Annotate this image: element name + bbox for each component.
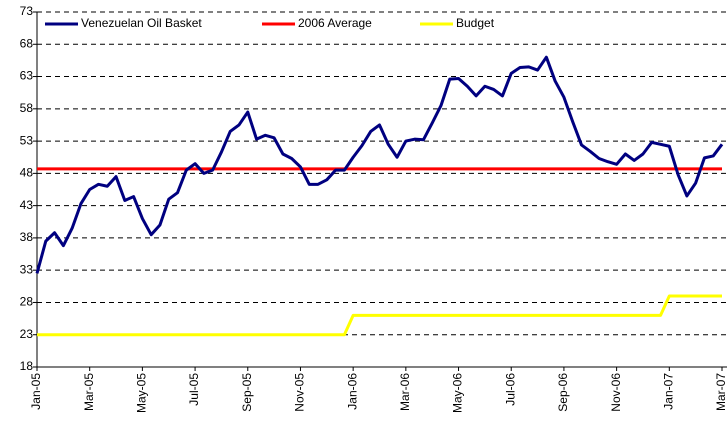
y-tick-label: 63 (20, 69, 34, 83)
y-tick-label: 73 (20, 4, 34, 18)
x-tick-label: Jan-06 (345, 373, 359, 410)
x-tick-label: Mar-05 (82, 373, 96, 411)
x-tick-label: Jul-05 (187, 373, 201, 406)
series-line (35, 55, 724, 274)
x-tick-label: May-05 (135, 373, 149, 413)
series-line (37, 294, 722, 337)
x-tick-label: Jan-07 (661, 373, 675, 410)
y-tick-label: 48 (20, 166, 34, 180)
x-tick-label: Nov-06 (609, 373, 623, 412)
x-tick-label: Jul-06 (503, 373, 517, 406)
x-tick-label: Mar-06 (398, 373, 412, 411)
y-tick-label: 53 (20, 133, 34, 147)
x-tick-label: May-06 (451, 373, 465, 413)
legend-background (40, 15, 560, 34)
y-tick-label: 58 (20, 101, 34, 115)
legend-label: 2006 Average (298, 16, 372, 30)
y-tick-label: 43 (20, 198, 34, 212)
y-tick-label: 28 (20, 295, 34, 309)
y-tick-label: 18 (20, 359, 34, 373)
y-tick-label: 23 (20, 327, 34, 341)
x-tick-label: Sep-06 (556, 373, 570, 412)
legend-label: Venezuelan Oil Basket (81, 16, 202, 30)
legend-label: Budget (456, 16, 495, 30)
x-tick-label: Nov-05 (293, 373, 307, 412)
x-tick-label: Jan-05 (29, 373, 43, 410)
y-tick-label: 68 (20, 36, 34, 50)
y-tick-label: 33 (20, 262, 34, 276)
x-tick-label: Mar-07 (714, 373, 727, 411)
x-tick-label: Sep-05 (240, 373, 254, 412)
y-tick-label: 38 (20, 230, 34, 244)
